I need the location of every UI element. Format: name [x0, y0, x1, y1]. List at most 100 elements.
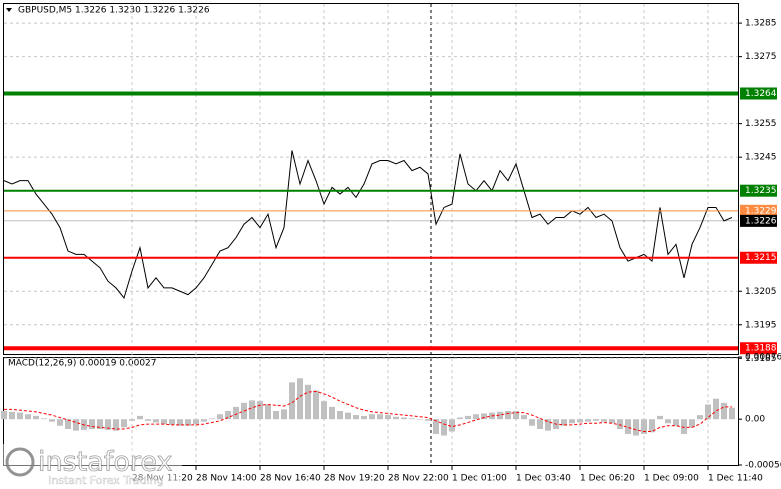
macd-bar [65, 419, 71, 429]
macd-bar [225, 411, 231, 420]
x-tick-label: 1 Dec 06:20 [580, 474, 635, 484]
y-tick-label: 0.00 [745, 415, 765, 425]
price-panel [3, 3, 739, 355]
macd-bar [129, 419, 135, 421]
macd-bar [145, 419, 151, 421]
x-tick-label: 28 Nov 22:00 [388, 474, 449, 484]
macd-bar [273, 411, 279, 420]
macd-bar [665, 419, 671, 424]
macd-bar [169, 419, 175, 425]
macd-bar [321, 401, 327, 420]
watermark-brand: instaforex [38, 447, 172, 478]
macd-bar [593, 419, 599, 421]
macd-bar [433, 419, 439, 434]
y-tick-label: 1.3255 [745, 119, 777, 129]
watermark-tagline: Instant Forex Trading [48, 474, 164, 487]
macd-bar [473, 414, 479, 420]
macd-bar [537, 419, 543, 429]
macd-bar [497, 411, 503, 420]
macd-bar [681, 419, 687, 434]
macd-bar [257, 401, 263, 420]
labels: 1.3285 1.3275 1.3255 1.3245 1.3205 1.3195 1.31… [132, 19, 781, 484]
macd-bar [505, 411, 511, 420]
macd-bar [425, 419, 431, 421]
macd-bar [73, 419, 79, 431]
macd-bar [281, 409, 287, 420]
x-tick-label: 28 Nov 11:20 [132, 474, 193, 484]
macd-bar [25, 414, 31, 420]
macd-bar [601, 419, 607, 422]
y-tick-label: 1.3245 [745, 153, 777, 163]
y-tick-label: 1.3185 [745, 354, 777, 364]
macd-bar [297, 378, 303, 420]
y-tick-label: 1.3195 [745, 320, 777, 330]
macd-bar [689, 419, 695, 428]
y-tick-label: 0.00076 [745, 353, 781, 363]
macd-bar [113, 419, 119, 431]
macd-bar [721, 402, 727, 420]
y-tick-label: 1.3285 [745, 19, 777, 29]
macd-bar [313, 390, 319, 420]
signal-line [4, 390, 732, 432]
menu-arrow [6, 8, 12, 12]
macd-bar [465, 415, 471, 420]
level-label: 1.3229 [745, 206, 777, 216]
macd-bar [265, 404, 271, 420]
macd-bar [193, 419, 199, 425]
macd-bar [641, 419, 647, 434]
macd-bar [513, 411, 519, 420]
macd-bar [633, 419, 639, 436]
macd-bar [441, 419, 447, 436]
macd-bar [697, 415, 703, 420]
macd-bar [617, 419, 623, 429]
macd-bar [305, 384, 311, 420]
macd-bar [625, 419, 631, 434]
level-label: 1.3188 [745, 344, 777, 354]
macd-bar [201, 419, 207, 422]
watermark: instaforex Instant Forex Trading [0, 444, 182, 489]
macd-bar [369, 414, 375, 420]
x-tick-label: 28 Nov 19:20 [324, 474, 385, 484]
macd-bar [673, 419, 679, 426]
marks [1, 91, 738, 436]
chart-title: GBPUSD,M5 1.3226 1.3230 1.3226 1.3226 [18, 6, 210, 16]
macd-bar [713, 398, 719, 420]
level-label: 1.3235 [745, 186, 777, 196]
macd-bar [353, 415, 359, 420]
macd-bar [153, 419, 159, 423]
x-tick-label: 1 Dec 11:40 [708, 474, 763, 484]
macd-bar [401, 417, 407, 420]
x-tick-label: 1 Dec 03:40 [516, 474, 571, 484]
level-tag [740, 342, 777, 355]
watermark-bg [0, 444, 182, 489]
macd-bar [233, 406, 239, 420]
macd-bar [529, 419, 535, 426]
macd-bar [417, 419, 423, 420]
level-tag [740, 251, 777, 264]
macd-bar [41, 418, 47, 420]
level-tag [740, 184, 777, 197]
macd-bar [449, 419, 455, 432]
macd-bar [161, 419, 167, 425]
watermark-logo [5, 447, 35, 477]
macd-bar [137, 415, 143, 420]
grid [4, 4, 742, 470]
macd-bar [121, 419, 127, 428]
macd-bar [393, 416, 399, 420]
macd-bar [49, 419, 55, 422]
macd-bar [1, 411, 7, 420]
macd-bar [249, 400, 255, 420]
macd-title: MACD(12,26,9) 0.00019 0.00027 [8, 359, 157, 369]
x-tick-label: 28 Nov 16:40 [260, 474, 321, 484]
macd-bar [577, 419, 583, 423]
macd-bar [17, 412, 23, 420]
macd-bar [705, 404, 711, 420]
y-tick-label: 1.3205 [745, 287, 777, 297]
macd-bar [409, 418, 415, 420]
macd-bar [97, 419, 103, 429]
level-label: 1.3264 [745, 89, 777, 99]
macd-bar [385, 415, 391, 420]
macd-bar [89, 419, 95, 429]
